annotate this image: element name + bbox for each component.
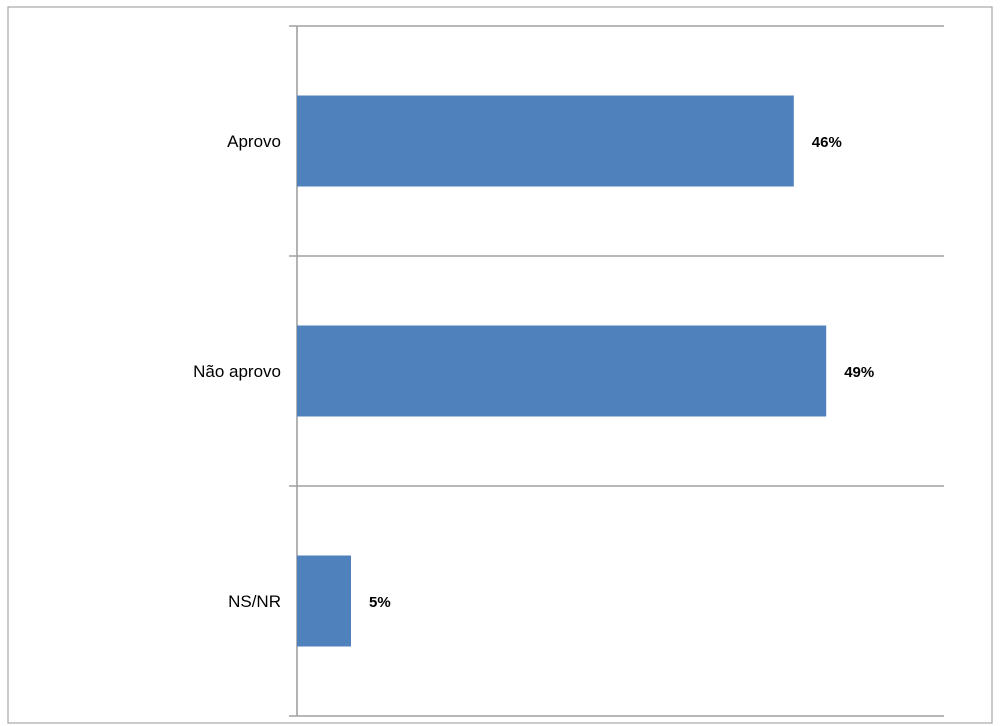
data-label: 46% xyxy=(812,134,842,151)
category-label: Não aprovo xyxy=(193,362,281,381)
bar-1 xyxy=(297,325,827,417)
bar-2 xyxy=(297,555,351,647)
category-label: Aprovo xyxy=(227,132,281,151)
bars-layer xyxy=(297,95,827,647)
bar-0 xyxy=(297,95,794,187)
data-label: 49% xyxy=(844,364,874,381)
labels-layer: Aprovo 46% Não aprovo 49% NS/NR 5% xyxy=(193,132,874,611)
data-label: 5% xyxy=(369,594,391,611)
category-label: NS/NR xyxy=(228,592,281,611)
